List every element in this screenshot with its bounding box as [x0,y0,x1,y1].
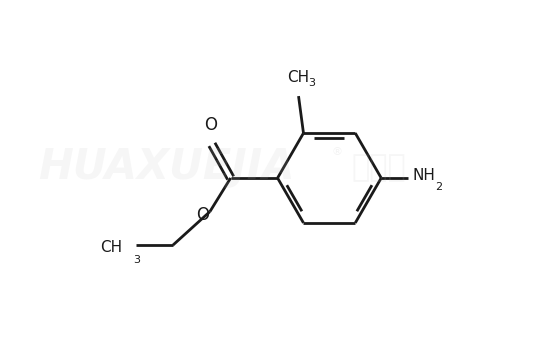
Text: HUAXUEJIA: HUAXUEJIA [38,146,295,188]
Text: O: O [197,205,209,224]
Text: ®: ® [332,147,342,157]
Text: 3: 3 [308,78,315,88]
Text: 2: 2 [436,182,442,192]
Text: CH: CH [100,240,122,255]
Text: 化学加: 化学加 [351,153,406,182]
Text: CH: CH [287,70,310,85]
Text: 3: 3 [133,255,141,265]
Text: O: O [204,116,217,134]
Text: NH: NH [412,168,435,183]
